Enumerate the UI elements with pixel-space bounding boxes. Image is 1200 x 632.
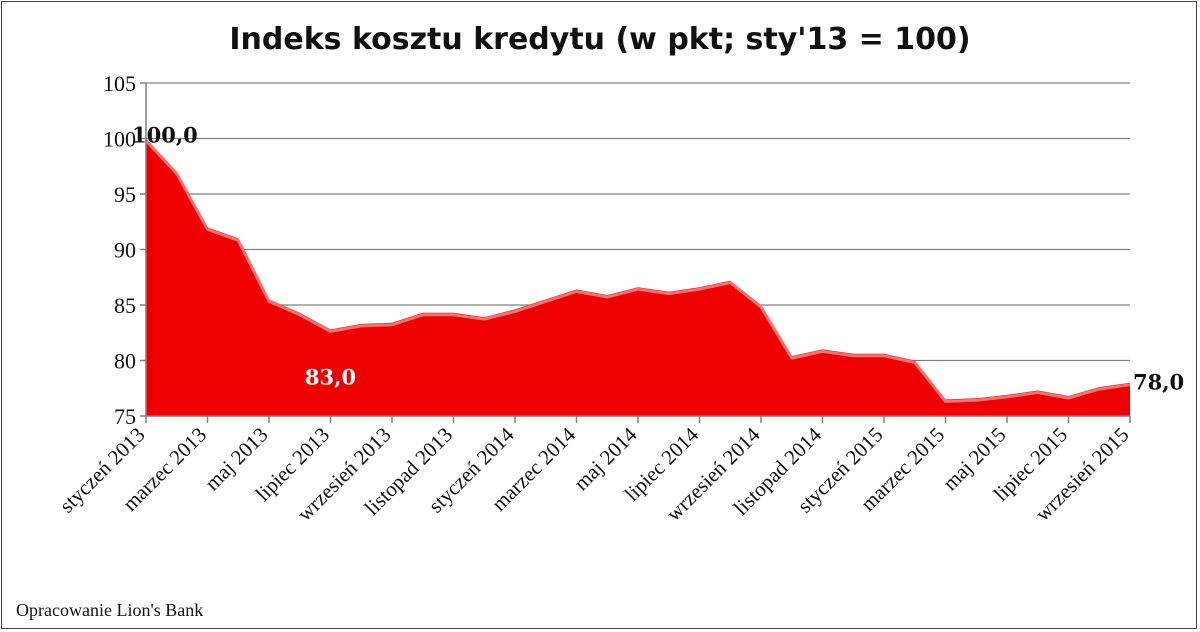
y-tick-label: 80 — [114, 349, 136, 374]
area-series — [144, 138, 1131, 416]
chart-title: Indeks kosztu kredytu (w pkt; sty'13 = 1… — [229, 22, 971, 57]
data-labels: 100,0 83,0 78,0 — [132, 123, 1184, 395]
y-tick-label: 105 — [103, 71, 136, 96]
y-tick-label: 100 — [103, 127, 136, 152]
y-tick-label: 95 — [114, 182, 136, 207]
axes — [140, 82, 1131, 423]
area-fill — [146, 138, 1130, 416]
y-tick-label: 75 — [114, 404, 136, 429]
area-edge — [144, 139, 1131, 403]
source-credit: Opracowanie Lion's Bank — [16, 600, 204, 620]
y-tick-label: 90 — [114, 238, 136, 263]
y-tick-label: 85 — [114, 293, 136, 318]
data-label: 83,0 — [305, 364, 356, 389]
data-label: 100,0 — [132, 123, 198, 148]
y-tick-labels: 75 80 85 90 95 100 105 — [103, 71, 136, 429]
data-label: 78,0 — [1133, 370, 1184, 395]
